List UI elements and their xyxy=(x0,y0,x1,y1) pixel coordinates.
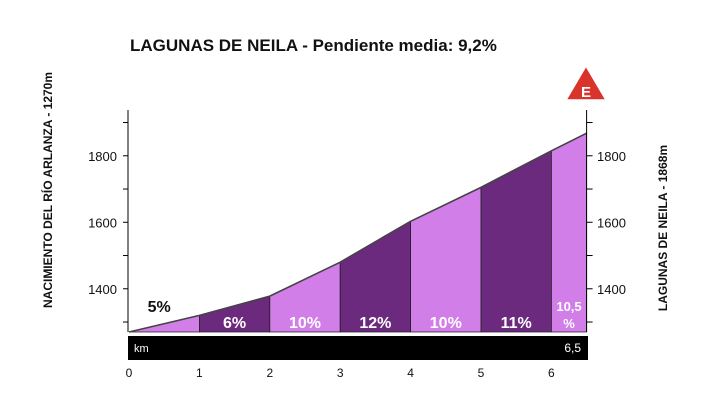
gradient-segment xyxy=(410,186,482,333)
x-tick-label: 3 xyxy=(337,366,344,380)
gradient-segment xyxy=(480,150,552,333)
segment-gradient-label: 10% xyxy=(430,315,462,332)
segment-gradient-label-unit: % xyxy=(563,316,575,331)
y-tick-label-right: 1600 xyxy=(597,215,626,230)
segment-gradient-label: 5% xyxy=(148,299,171,316)
difficulty-badge-icon: E xyxy=(565,65,607,101)
y-tick-label-right: 1400 xyxy=(597,282,626,297)
segment-gradient-label: 12% xyxy=(359,315,391,332)
km-bar xyxy=(128,336,588,360)
y-tick-label-left: 1400 xyxy=(88,282,117,297)
y-tick-label-right: 1800 xyxy=(597,149,626,164)
km-bar-end-label: 6,5 xyxy=(564,341,581,355)
segment-gradient-label: 6% xyxy=(223,315,246,332)
x-tick-label: 4 xyxy=(407,366,414,380)
km-bar-label: km xyxy=(134,343,149,355)
x-tick-label: 6 xyxy=(548,366,555,380)
left-axis-label: NACIMIENTO DEL RÍO ARLANZA - 1270m xyxy=(40,72,55,308)
x-tick-label: 1 xyxy=(196,366,203,380)
segment-gradient-label: 11% xyxy=(501,315,532,332)
segment-gradient-label: 10% xyxy=(289,315,321,332)
badge-letter: E xyxy=(581,84,591,101)
chart-title: LAGUNAS DE NEILA - Pendiente media: 9,2% xyxy=(130,36,497,55)
segment-gradient-label: 10,5 xyxy=(556,299,581,314)
y-tick-label-left: 1600 xyxy=(88,215,117,230)
x-tick-label: 5 xyxy=(478,366,485,380)
x-tick-label: 2 xyxy=(266,366,273,380)
right-axis-label: LAGUNAS DE NEILA - 1868m xyxy=(656,145,670,311)
profile-line xyxy=(128,132,587,333)
y-tick-label-left: 1800 xyxy=(88,149,117,164)
x-tick-label: 0 xyxy=(126,366,133,380)
